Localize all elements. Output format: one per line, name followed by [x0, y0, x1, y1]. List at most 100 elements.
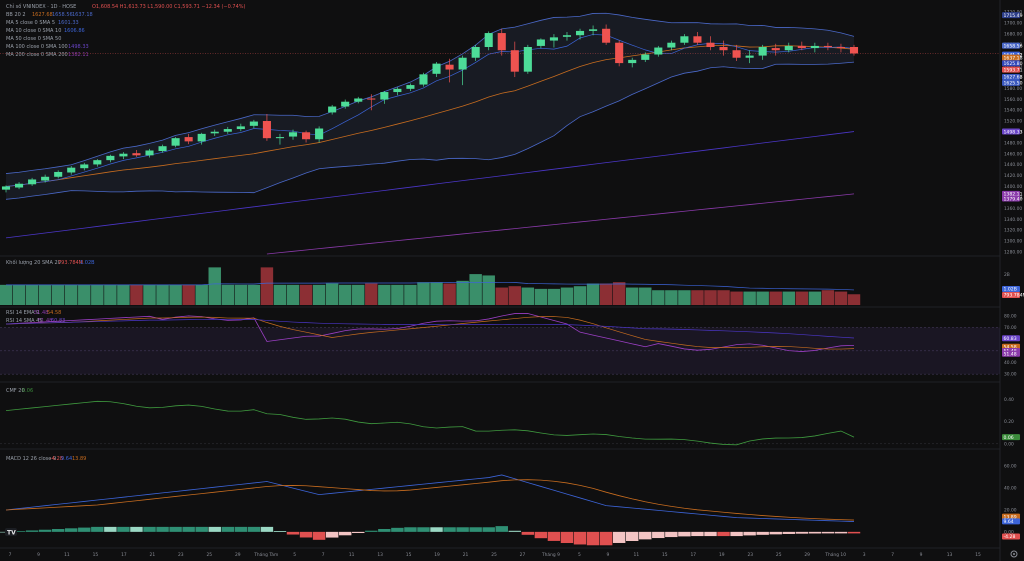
macd-histogram-bar[interactable] [338, 531, 352, 536]
legend-ma50[interactable]: MA 50 close 0 SMA 50 [6, 36, 61, 42]
macd-histogram-bar[interactable] [417, 527, 430, 532]
volume-bar[interactable] [247, 284, 261, 305]
volume-bar[interactable] [573, 286, 587, 305]
candle[interactable] [367, 94, 376, 111]
candle[interactable] [484, 31, 493, 51]
candle[interactable] [93, 159, 102, 167]
candle[interactable] [236, 123, 245, 132]
macd-histogram-bar[interactable] [156, 526, 169, 532]
candle[interactable] [536, 38, 545, 49]
volume-bar[interactable] [299, 284, 313, 305]
legend-ma10[interactable]: MA 10 close 0 SMA 10 [6, 28, 61, 34]
candle[interactable] [119, 152, 128, 160]
volume-bar[interactable] [834, 291, 848, 305]
legend-ma100[interactable]: MA 100 close 0 SMA 100 [6, 44, 68, 50]
candle[interactable] [523, 44, 532, 74]
volume-bar[interactable] [665, 290, 678, 305]
macd-histogram-bar[interactable] [847, 531, 861, 534]
volume-bar[interactable] [156, 284, 169, 305]
candle[interactable] [354, 96, 363, 104]
candle[interactable] [171, 137, 180, 148]
macd-histogram-bar[interactable] [704, 531, 717, 537]
macd-histogram-bar[interactable] [756, 531, 769, 535]
macd-histogram-bar[interactable] [391, 527, 404, 532]
macd-histogram-bar[interactable] [286, 531, 300, 535]
macd-histogram-bar[interactable] [430, 527, 443, 532]
candle[interactable] [406, 83, 415, 91]
macd-histogram-bar[interactable] [808, 531, 822, 534]
candle[interactable] [758, 44, 767, 60]
volume-bar[interactable] [443, 283, 456, 306]
macd-histogram-bar[interactable] [821, 531, 835, 534]
bollinger-lower-line[interactable] [5, 61, 855, 200]
candle[interactable] [680, 34, 689, 45]
candle[interactable] [54, 170, 63, 179]
cmf-line[interactable] [5, 400, 855, 446]
volume-bar[interactable] [234, 284, 248, 305]
macd-histogram-bar[interactable] [299, 531, 313, 538]
macd-histogram-bar[interactable] [312, 531, 326, 540]
candle[interactable] [562, 31, 572, 41]
candle[interactable] [1, 185, 11, 193]
macd-line[interactable] [5, 474, 855, 522]
macd-histogram-bar[interactable] [38, 529, 52, 532]
candle[interactable] [328, 104, 337, 115]
candle[interactable] [28, 177, 37, 186]
candle[interactable] [458, 55, 467, 86]
volume-bar[interactable] [0, 284, 13, 305]
legend-cmf[interactable]: CMF 20 [6, 388, 25, 394]
volume-bar[interactable] [182, 284, 195, 305]
volume-bar[interactable] [795, 291, 809, 305]
volume-bar[interactable] [717, 290, 730, 305]
macd-histogram-bar[interactable] [795, 531, 809, 534]
legend-ma200[interactable]: MA 200 close 0 SMA 200 [6, 52, 68, 58]
volume-bar[interactable] [169, 284, 182, 305]
candle[interactable] [445, 58, 454, 83]
macd-histogram-bar[interactable] [743, 531, 756, 536]
candle[interactable] [719, 40, 728, 56]
macd-histogram-bar[interactable] [495, 526, 508, 532]
legend-rsi-sma[interactable]: RSI 14 SMA 45 [6, 318, 43, 324]
legend-volume[interactable]: Khối lượng 20 SMA 20 [6, 259, 61, 266]
volume-bar[interactable] [534, 288, 548, 305]
candle[interactable] [106, 154, 115, 163]
volume-bar[interactable] [51, 284, 65, 305]
macd-histogram-bar[interactable] [834, 531, 848, 534]
macd-histogram-bar[interactable] [443, 527, 456, 532]
macd-histogram-bar[interactable] [143, 526, 156, 532]
volume-bar[interactable] [65, 284, 78, 305]
macd-histogram-bar[interactable] [547, 531, 561, 541]
macd-histogram-bar[interactable] [769, 531, 782, 535]
candle[interactable] [432, 62, 441, 78]
volume-bar[interactable] [847, 294, 861, 305]
rsi-sma-line[interactable] [5, 319, 855, 339]
volume-bar[interactable] [12, 284, 26, 305]
macd-histogram-bar[interactable] [65, 528, 78, 532]
volume-bar[interactable] [260, 267, 274, 305]
macd-histogram-bar[interactable] [273, 531, 287, 532]
candle[interactable] [67, 166, 76, 175]
volume-bar[interactable] [91, 284, 104, 305]
volume-ma-line[interactable] [6, 281, 855, 291]
macd-histogram-bar[interactable] [560, 531, 574, 544]
volume-bar[interactable] [782, 291, 795, 305]
volume-bar[interactable] [352, 284, 365, 305]
candle[interactable] [80, 162, 89, 171]
volume-bar[interactable] [208, 267, 221, 305]
macd-histogram-bar[interactable] [612, 531, 626, 543]
candle[interactable] [745, 50, 754, 64]
macd-histogram-bar[interactable] [639, 531, 652, 540]
volume-bar[interactable] [495, 287, 508, 305]
volume-bar[interactable] [130, 284, 143, 305]
candle[interactable] [419, 72, 428, 87]
candle[interactable] [810, 42, 819, 53]
volume-bar[interactable] [691, 290, 704, 305]
macd-histogram-bar[interactable] [247, 526, 261, 532]
candle[interactable] [393, 87, 402, 96]
volume-bar[interactable] [469, 274, 482, 305]
candle[interactable] [797, 41, 806, 51]
macd-histogram-bar[interactable] [234, 526, 248, 532]
candle[interactable] [262, 114, 271, 141]
macd-histogram-bar[interactable] [221, 526, 235, 532]
